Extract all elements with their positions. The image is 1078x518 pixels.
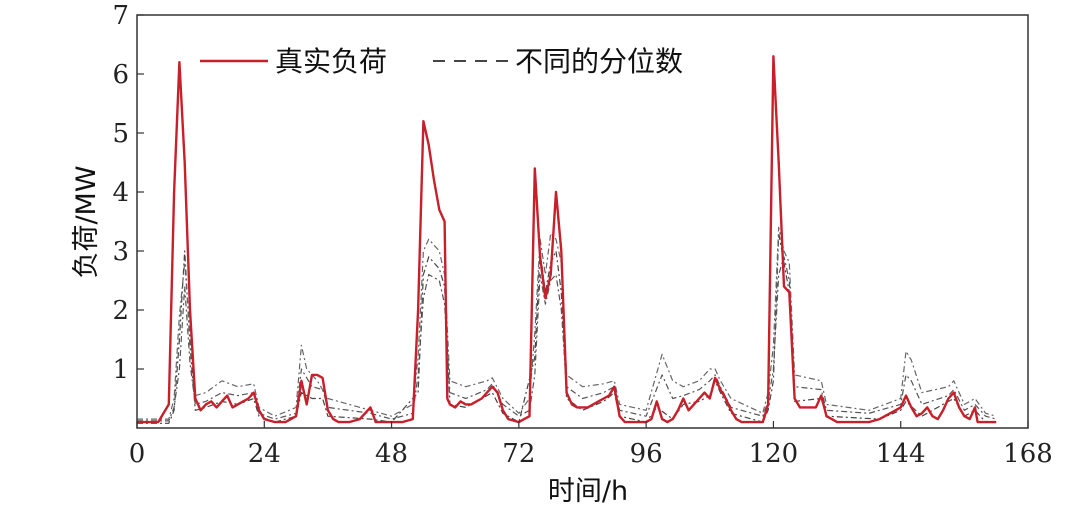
- x-tick-label: 144: [876, 439, 926, 469]
- series-line-quantile-3: [137, 256, 997, 422]
- plot-frame: [136, 14, 1029, 429]
- legend-label-actual-load: 真实负荷: [275, 45, 387, 78]
- y-tick-label: 1: [112, 355, 129, 385]
- legend: 真实负荷 不同的分位数: [200, 45, 683, 78]
- series-line-actual-load: [137, 55, 997, 424]
- ticks-layer: 0 24 48 72 96 120 144 168 1 2 3 4 5 6 7: [112, 1, 1052, 469]
- x-tick-label: 120: [749, 439, 799, 469]
- x-tick-label: 96: [630, 439, 663, 469]
- y-tick-label: 4: [112, 178, 129, 208]
- y-tick-label: 7: [112, 1, 129, 31]
- y-tick-label: 5: [112, 119, 129, 149]
- x-axis-title: 时间/h: [548, 476, 628, 507]
- x-tick-label: 24: [248, 439, 281, 469]
- y-tick-label: 2: [112, 296, 129, 326]
- series-layer: [137, 55, 997, 424]
- y-tick-label: 6: [112, 60, 129, 90]
- series-line-quantile-2: [137, 226, 997, 420]
- x-tick-label: 48: [375, 439, 408, 469]
- y-axis-title: 负荷/MW: [71, 165, 102, 278]
- x-tick-label: 72: [502, 439, 535, 469]
- y-tick-label: 3: [112, 237, 129, 267]
- x-tick-label: 168: [1003, 439, 1053, 469]
- x-tick-label: 0: [129, 439, 146, 469]
- legend-label-quantiles: 不同的分位数: [515, 45, 683, 78]
